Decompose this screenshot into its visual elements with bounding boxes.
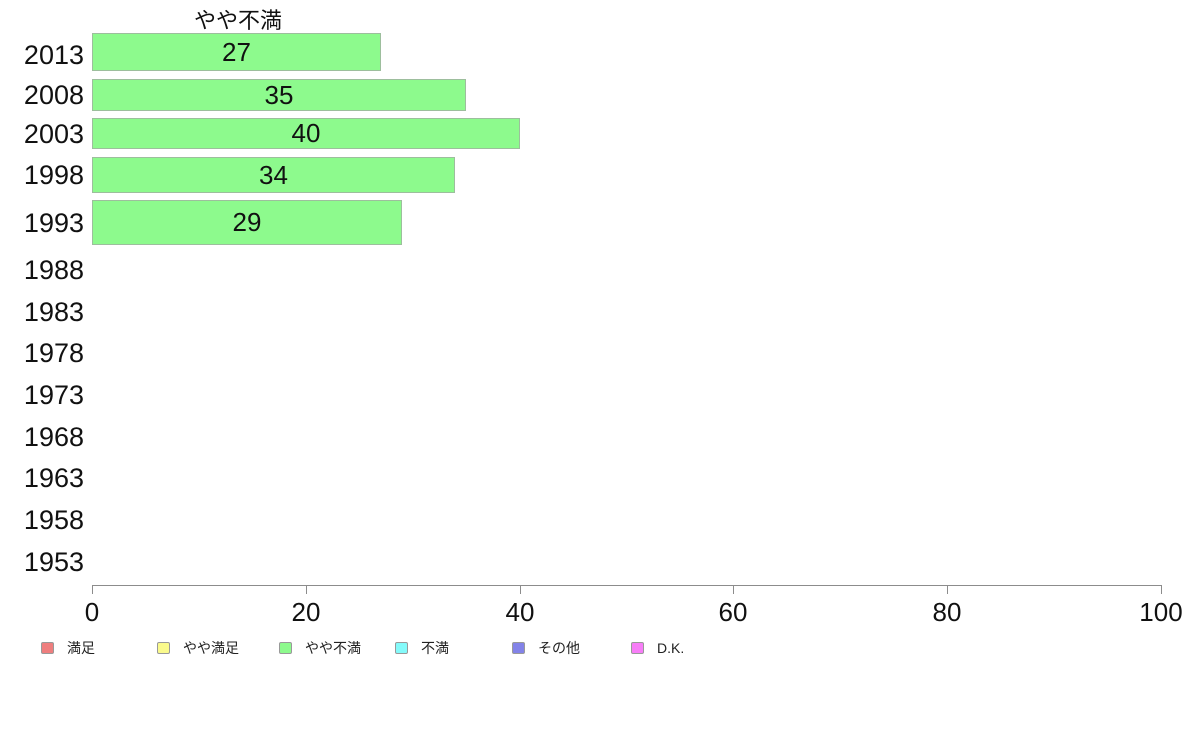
y-axis-label-2013: 2013 — [23, 40, 84, 70]
x-axis-tick — [520, 585, 521, 594]
legend-swatch-4[interactable] — [395, 642, 408, 654]
y-axis-label-1963: 1963 — [23, 463, 84, 493]
legend-swatch-6[interactable] — [631, 642, 644, 654]
bar-value-label: 34 — [259, 160, 288, 190]
y-axis-label-1973: 1973 — [23, 380, 84, 410]
legend-label-3[interactable]: やや不満 — [305, 640, 361, 656]
x-axis-tick-label: 0 — [84, 597, 100, 627]
bar-2003[interactable] — [92, 118, 520, 149]
bar-1998[interactable] — [92, 157, 455, 193]
y-axis-label-1988: 1988 — [23, 255, 84, 285]
bar-value-label: 35 — [264, 80, 294, 110]
legend-swatch-3[interactable] — [279, 642, 292, 654]
y-axis-label-1958: 1958 — [23, 505, 84, 535]
bar-value-label: 29 — [232, 207, 262, 237]
y-axis-label-1968: 1968 — [23, 422, 84, 452]
x-axis-line — [92, 585, 1161, 586]
legend-label-6[interactable]: D.K. — [657, 640, 685, 656]
legend-label-5[interactable]: その他 — [538, 640, 580, 656]
legend-swatch-2[interactable] — [157, 642, 170, 654]
legend-swatch-1[interactable] — [41, 642, 54, 654]
legend-label-2[interactable]: やや満足 — [183, 640, 239, 656]
x-axis-tick — [1161, 585, 1162, 594]
bar-2008[interactable] — [92, 79, 466, 111]
bar-value-label: 27 — [222, 37, 251, 67]
x-axis-tick-label: 40 — [505, 597, 535, 627]
bar-2013[interactable] — [92, 33, 381, 71]
legend-label-1[interactable]: 満足 — [67, 640, 95, 656]
bar-1993[interactable] — [92, 200, 402, 245]
x-axis-tick-label: 80 — [932, 597, 962, 627]
bar-value-label: 40 — [291, 118, 321, 148]
y-axis-label-1983: 1983 — [23, 297, 84, 327]
y-axis-label-1998: 1998 — [23, 160, 84, 190]
x-axis-tick-label: 20 — [291, 597, 321, 627]
x-axis-tick — [92, 585, 93, 594]
x-axis-tick — [947, 585, 948, 594]
y-axis-label-1953: 1953 — [23, 547, 84, 577]
y-axis-label-2003: 2003 — [23, 118, 84, 149]
x-axis-tick-label: 60 — [718, 597, 748, 627]
x-axis-tick-label: 100 — [1139, 597, 1183, 627]
legend-swatch-5[interactable] — [512, 642, 525, 654]
x-axis-tick — [733, 585, 734, 594]
x-axis-tick — [306, 585, 307, 594]
legend-label-4[interactable]: 不満 — [421, 640, 449, 656]
chart-title: やや不満 — [193, 8, 283, 33]
y-axis-label-1993: 1993 — [23, 208, 84, 238]
y-axis-label-2008: 2008 — [23, 80, 84, 110]
y-axis-label-1978: 1978 — [23, 338, 84, 368]
